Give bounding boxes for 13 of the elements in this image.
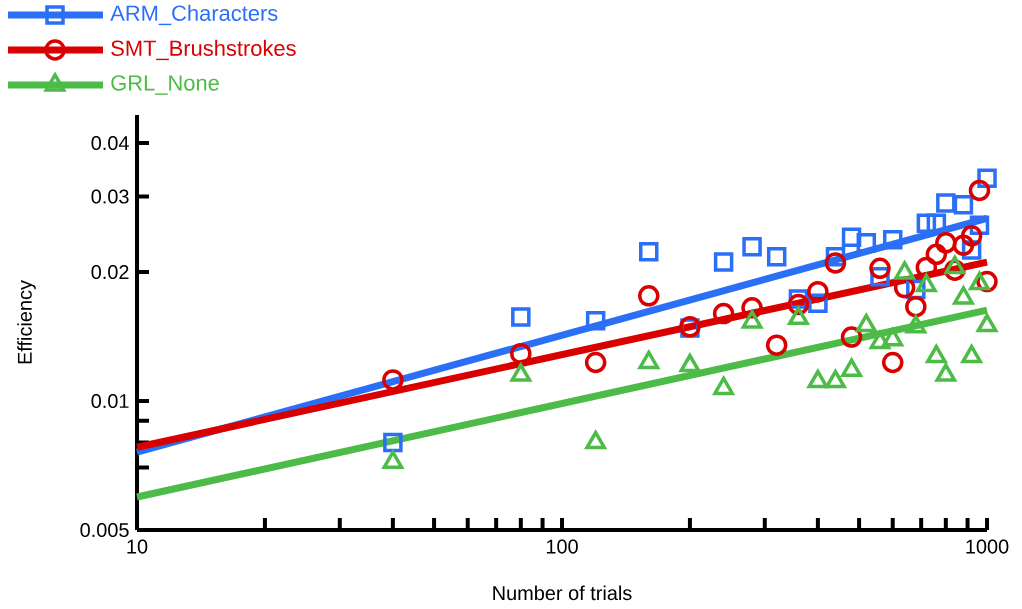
y-tick-label: 0.04	[91, 135, 129, 151]
legend-label: SMT_Brushstrokes	[111, 39, 296, 61]
legend-label: GRL_None	[111, 75, 219, 95]
y-axis-title: Efficiency	[17, 280, 36, 364]
legend-label: ARM_Characters	[110, 4, 278, 26]
x-tick-label: 10	[127, 539, 148, 554]
x-tick-label: 1000	[966, 539, 1009, 554]
y-tick-label: 0.01	[91, 393, 129, 409]
y-tick-label: 0.005	[80, 522, 129, 538]
x-tick-label: 100	[546, 539, 578, 554]
y-tick-label: 0.02	[91, 264, 129, 280]
y-tick-label: 0.03	[91, 189, 129, 204]
x-axis-title: Number of trials	[493, 585, 632, 601]
